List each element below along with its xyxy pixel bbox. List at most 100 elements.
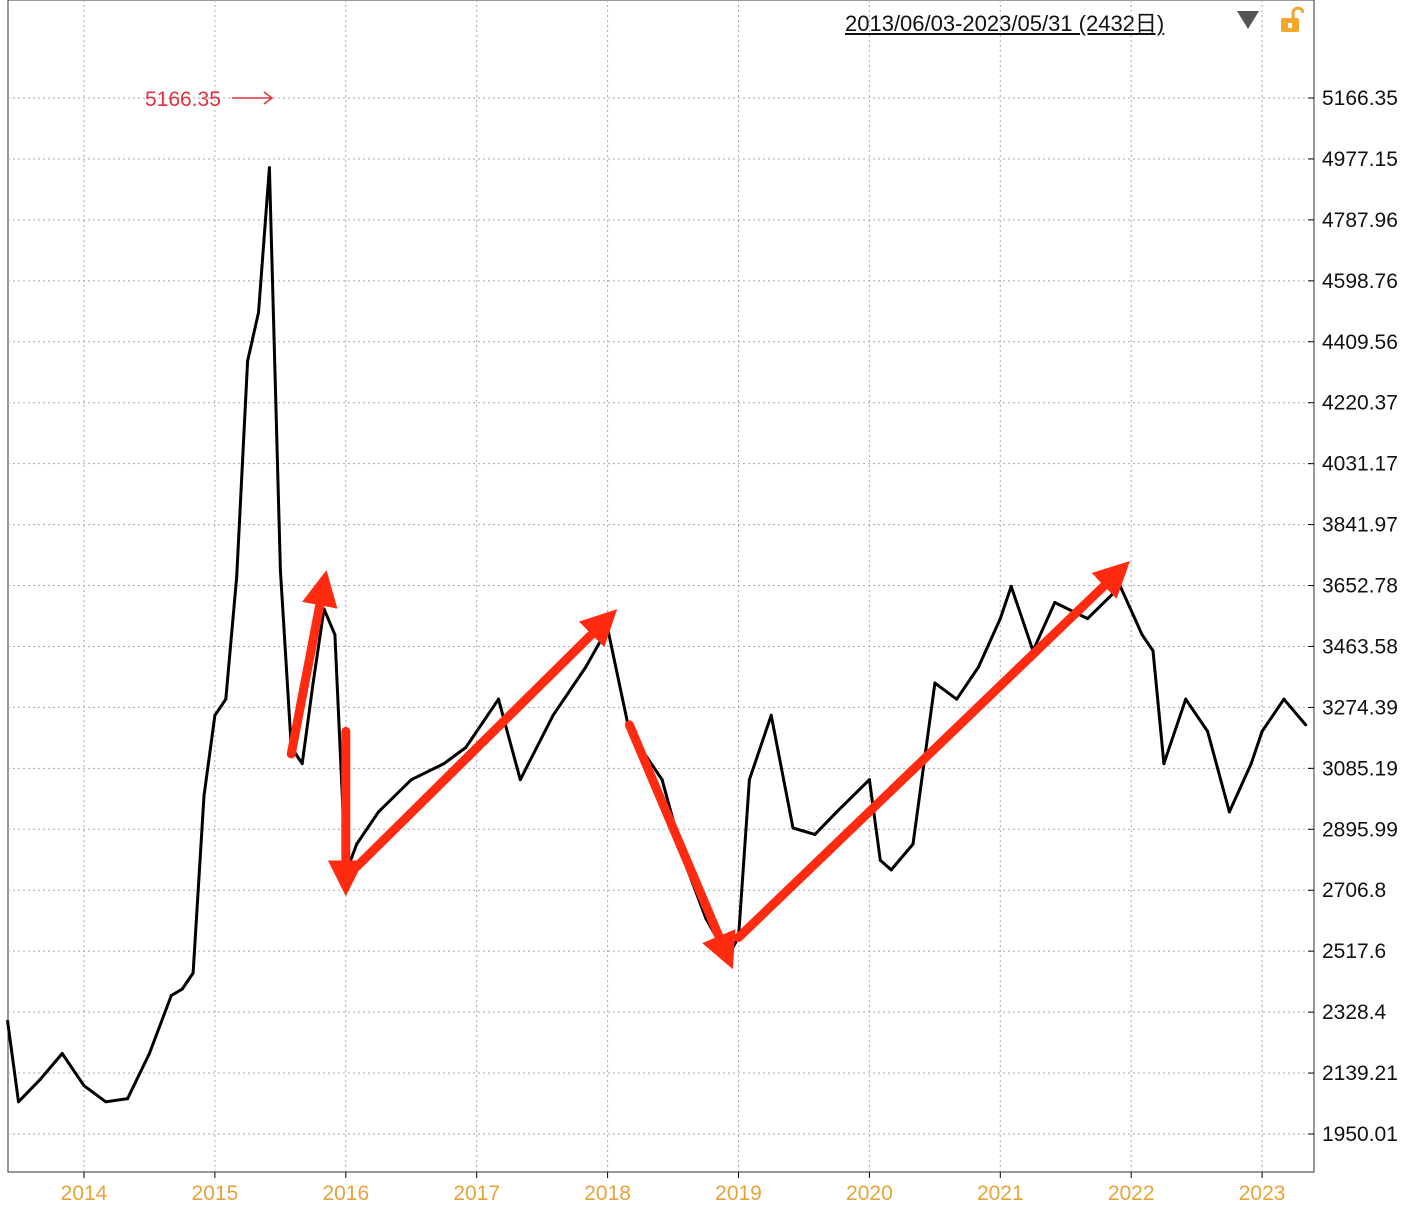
data-point bbox=[442, 762, 446, 766]
y-tick-label: 2328.4 bbox=[1322, 1001, 1387, 1024]
data-point bbox=[1086, 617, 1090, 621]
y-tick-label: 5166.35 bbox=[1322, 87, 1398, 110]
data-point bbox=[976, 665, 980, 669]
data-point bbox=[464, 745, 468, 749]
data-point bbox=[126, 1097, 130, 1101]
data-point bbox=[300, 762, 304, 766]
data-point bbox=[38, 1077, 42, 1081]
y-tick-label: 4409.56 bbox=[1322, 331, 1398, 354]
data-point bbox=[377, 810, 381, 814]
data-point bbox=[333, 633, 337, 637]
data-point bbox=[355, 842, 359, 846]
data-point bbox=[60, 1051, 64, 1055]
x-tick-label: 2015 bbox=[192, 1182, 239, 1205]
data-point bbox=[878, 858, 882, 862]
data-point bbox=[1249, 762, 1253, 766]
data-point bbox=[769, 713, 773, 717]
y-tick-label: 2139.21 bbox=[1322, 1062, 1398, 1085]
y-tick-label: 3652.78 bbox=[1322, 575, 1398, 598]
data-point bbox=[867, 778, 871, 782]
data-point bbox=[202, 794, 206, 798]
data-point bbox=[933, 681, 937, 685]
data-point bbox=[246, 359, 250, 363]
data-point bbox=[747, 778, 751, 782]
x-tick-label: 2020 bbox=[846, 1182, 893, 1205]
data-point bbox=[1184, 697, 1188, 701]
y-tick-label: 2517.6 bbox=[1322, 940, 1386, 963]
x-tick-label: 2021 bbox=[977, 1182, 1024, 1205]
x-tick-label: 2022 bbox=[1108, 1182, 1155, 1205]
y-tick-label: 4787.96 bbox=[1322, 209, 1398, 232]
max-arrow bbox=[232, 91, 274, 105]
data-point bbox=[955, 697, 959, 701]
grid bbox=[8, 0, 1314, 1172]
y-tick-label: 3085.19 bbox=[1322, 757, 1398, 780]
max-value-label: 5166.35 bbox=[145, 88, 221, 111]
data-point bbox=[551, 713, 555, 717]
y-tick-label: 3463.58 bbox=[1322, 635, 1398, 658]
data-point bbox=[104, 1100, 108, 1104]
data-point bbox=[278, 568, 282, 572]
data-point bbox=[311, 681, 315, 685]
annotation-arrows bbox=[286, 560, 1131, 970]
y-tick-label: 2706.8 bbox=[1322, 879, 1386, 902]
x-tick-label: 2014 bbox=[61, 1182, 108, 1205]
y-tick-label: 3274.39 bbox=[1322, 696, 1398, 719]
x-tick-label: 2016 bbox=[322, 1182, 369, 1205]
data-point bbox=[1304, 723, 1308, 727]
data-point bbox=[1053, 601, 1057, 605]
y-tick-label: 3841.97 bbox=[1322, 514, 1398, 537]
data-point bbox=[660, 778, 664, 782]
x-tick-label: 2023 bbox=[1239, 1182, 1286, 1205]
data-point bbox=[169, 993, 173, 997]
data-point bbox=[147, 1051, 151, 1055]
series-line bbox=[6, 166, 1307, 1104]
data-point bbox=[911, 842, 915, 846]
data-point bbox=[1282, 697, 1286, 701]
y-tick-label: 4031.17 bbox=[1322, 453, 1398, 476]
triangle-down-icon[interactable] bbox=[1235, 8, 1261, 32]
data-point bbox=[584, 665, 588, 669]
unlock-icon[interactable] bbox=[1278, 6, 1305, 34]
x-tick-label: 2017 bbox=[453, 1182, 500, 1205]
y-axis: 5166.35 4977.15 4787.96 4598.76 4409.56 4220.… bbox=[1308, 87, 1398, 1146]
trend-arrow bbox=[734, 560, 1131, 943]
trend-arrow bbox=[624, 720, 736, 970]
data-point bbox=[1227, 810, 1231, 814]
x-axis: 2014 2015 2016 2017 2018 2019 2020 2021 2022 2023 bbox=[61, 1172, 1286, 1205]
trend-arrow bbox=[352, 609, 618, 872]
data-point bbox=[835, 810, 839, 814]
x-tick-label: 2019 bbox=[715, 1182, 762, 1205]
data-point bbox=[1151, 649, 1155, 653]
data-point bbox=[497, 697, 501, 701]
y-tick-label: 4977.15 bbox=[1322, 148, 1398, 171]
data-point bbox=[791, 826, 795, 830]
y-tick-label: 1950.01 bbox=[1322, 1123, 1398, 1146]
data-point bbox=[1162, 762, 1166, 766]
data-point bbox=[257, 311, 261, 315]
date-range-label[interactable]: 2013/06/03-2023/05/31 (2432日) bbox=[845, 11, 1165, 36]
max-marker: 5166.35 bbox=[145, 88, 274, 111]
x-tick-label: 2018 bbox=[584, 1182, 631, 1205]
data-point bbox=[6, 1019, 10, 1023]
data-point bbox=[1260, 729, 1264, 733]
data-point bbox=[1206, 729, 1210, 733]
data-point bbox=[191, 971, 195, 975]
data-point bbox=[235, 575, 239, 579]
data-point bbox=[606, 626, 610, 630]
data-point bbox=[224, 697, 228, 701]
data-point bbox=[409, 778, 413, 782]
trend-arrow bbox=[286, 569, 338, 759]
data-point bbox=[518, 778, 522, 782]
data-point bbox=[17, 1100, 21, 1104]
data-point bbox=[1118, 584, 1122, 588]
data-point bbox=[180, 987, 184, 991]
data-point bbox=[813, 832, 817, 836]
price-line bbox=[6, 166, 1308, 1104]
data-point bbox=[889, 868, 893, 872]
y-tick-label: 4598.76 bbox=[1322, 270, 1398, 293]
data-point bbox=[998, 617, 1002, 621]
y-tick-label: 4220.37 bbox=[1322, 392, 1398, 415]
data-point bbox=[1140, 633, 1144, 637]
